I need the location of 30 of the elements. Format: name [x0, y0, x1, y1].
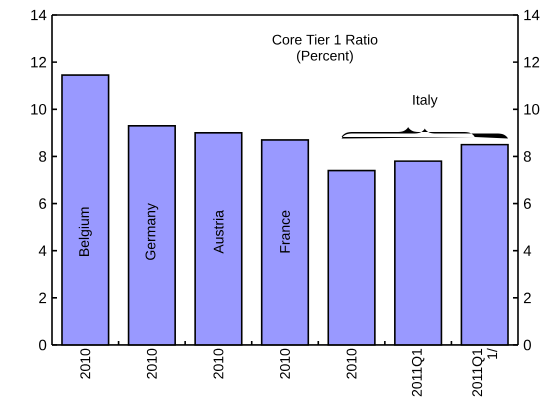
y-tick-label: 0 [39, 340, 46, 350]
y-tick-label: 10 [31, 104, 46, 115]
x-tick-label: 2010 [280, 348, 290, 379]
x-tick-label: 2010 [213, 348, 224, 379]
y2-tick-label: 6 [524, 198, 531, 209]
y-tick-label: 14 [31, 10, 46, 20]
y2-tick-label: 14 [524, 10, 540, 20]
text: (Percent) [297, 50, 353, 64]
y-tick-label: 8 [39, 151, 46, 162]
annotation: Germany [146, 203, 158, 260]
y2-tick-label: 8 [524, 151, 531, 162]
y2-tick-label: 2 [524, 292, 531, 304]
annotation: Italy [413, 94, 438, 108]
y-tick-label: 12 [31, 56, 46, 68]
y-tick-label: 2 [39, 292, 46, 304]
x-tick-label: 2010 [346, 348, 357, 379]
y-tick-label: 6 [39, 198, 46, 209]
x-tick-label: 2011Q1 [412, 348, 424, 396]
annotation: Austria [213, 210, 224, 254]
y2-tick-label: 10 [524, 104, 540, 115]
annotation: Belgium [78, 207, 92, 256]
x-tick-label: 2010 [146, 348, 157, 379]
y2-tick-label: 4 [524, 246, 532, 256]
y2-tick-label: 0 [524, 340, 531, 350]
x-tick-label: 2011Q1 1/ [472, 348, 498, 396]
text: Core Tier 1 Ratio [272, 34, 378, 45]
y-tick-label: 4 [38, 246, 46, 256]
annotation: France [280, 210, 290, 252]
x-tick-label: 2010 [80, 348, 90, 379]
y2-tick-label: 12 [524, 56, 540, 68]
